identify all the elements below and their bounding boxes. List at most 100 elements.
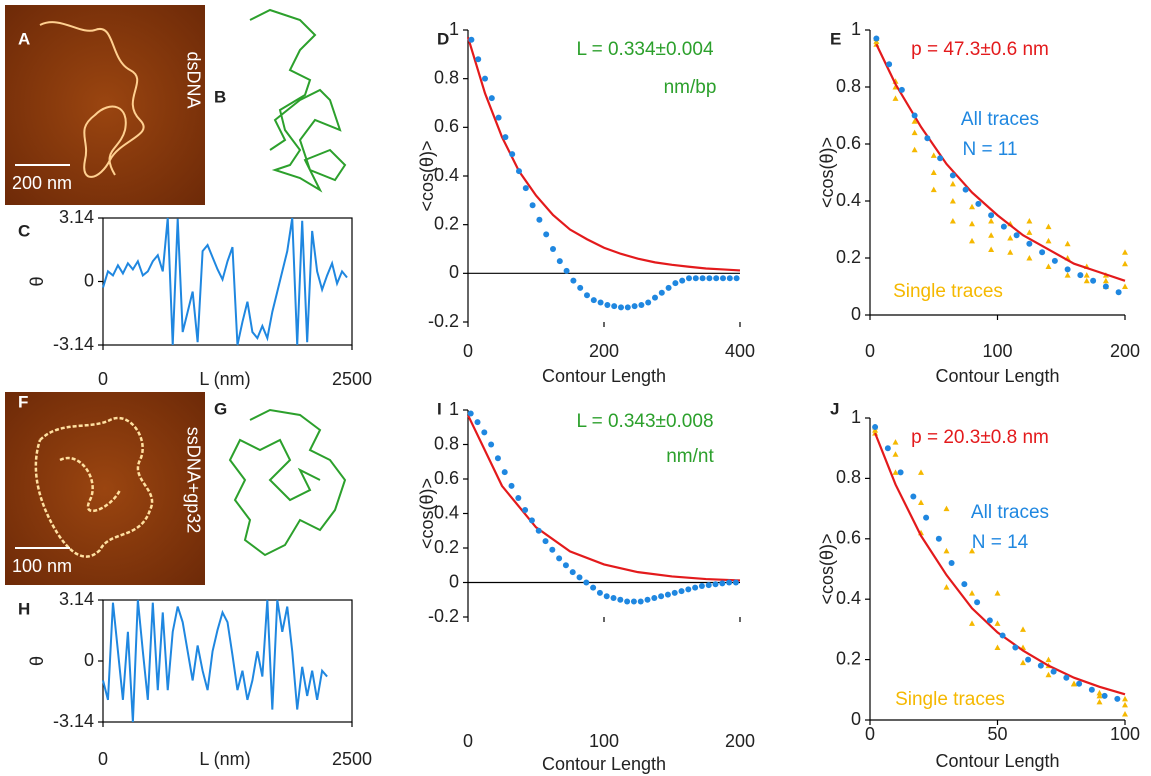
data-point xyxy=(1088,686,1095,693)
data-point xyxy=(550,246,556,252)
y-tick-label: 0.8 xyxy=(434,433,459,453)
data-point xyxy=(475,56,482,63)
triangle-point xyxy=(911,118,918,124)
panel-label: A xyxy=(18,29,30,48)
data-point xyxy=(638,301,645,308)
data-point xyxy=(536,216,543,223)
data-point xyxy=(495,114,502,121)
data-point xyxy=(611,303,618,310)
data-point xyxy=(726,275,733,282)
triangle-point xyxy=(943,547,950,554)
triangle-point xyxy=(1122,260,1128,267)
data-point xyxy=(1115,289,1122,296)
data-point xyxy=(999,632,1006,639)
afm-image-a xyxy=(5,5,205,205)
triangle-point xyxy=(1096,689,1103,696)
x-tick-label: 100 xyxy=(589,731,619,751)
data-point xyxy=(1039,249,1046,256)
trace-b xyxy=(249,8,347,193)
triangle-point xyxy=(969,590,975,596)
data-point xyxy=(726,579,733,586)
trace-g xyxy=(228,408,347,557)
triangle-point xyxy=(892,469,899,475)
y-tick-label: -3.14 xyxy=(53,711,94,731)
data-point xyxy=(645,299,652,306)
panel-label: D xyxy=(437,29,449,48)
y-tick-label: 1 xyxy=(851,407,861,427)
data-point xyxy=(872,424,879,431)
data-point xyxy=(562,562,569,569)
y-tick-label: -3.14 xyxy=(53,334,94,354)
data-point xyxy=(528,517,535,524)
data-point xyxy=(685,586,692,593)
data-point xyxy=(924,135,931,142)
triangle-point xyxy=(1064,272,1071,278)
panel-label: I xyxy=(437,399,442,418)
triangle-point xyxy=(949,217,956,224)
data-point xyxy=(664,591,671,598)
y-tick-label: 0 xyxy=(84,650,94,670)
triangle-point xyxy=(1020,659,1026,666)
data-point xyxy=(910,493,917,500)
data-point xyxy=(1076,680,1083,687)
data-point xyxy=(577,284,584,291)
y-tick-label: 0 xyxy=(84,270,94,290)
data-point xyxy=(543,231,550,238)
y-tick-label: -0.2 xyxy=(428,606,459,626)
panel-label: F xyxy=(18,392,28,411)
triangle-point xyxy=(918,469,924,475)
data-point xyxy=(590,584,597,591)
x-axis-label: Contour Length xyxy=(935,366,1059,386)
data-point xyxy=(732,579,739,586)
data-point xyxy=(569,569,576,576)
y-tick-label: 0.8 xyxy=(836,76,861,96)
data-point xyxy=(948,559,955,566)
triangle-point xyxy=(1007,249,1014,255)
data-point xyxy=(671,589,678,596)
triangle-point xyxy=(1007,235,1014,241)
triangle-point xyxy=(1102,277,1109,284)
triangle-point xyxy=(1026,255,1033,261)
x-tick-label: 0 xyxy=(463,341,473,361)
data-point xyxy=(706,275,713,282)
y-tick-label: 0.4 xyxy=(434,502,459,522)
data-point xyxy=(897,469,904,476)
triangle-point xyxy=(1045,656,1052,663)
triangle-point xyxy=(1045,223,1052,230)
data-point xyxy=(1051,257,1058,264)
triangle-point xyxy=(918,499,924,506)
triangle-point xyxy=(1026,217,1033,224)
data-point xyxy=(631,303,638,310)
y-axis-label: θ xyxy=(27,656,47,666)
scale-label: 100 nm xyxy=(12,556,72,576)
annotation: Single traces xyxy=(893,281,1003,302)
y-tick-label: 0.2 xyxy=(434,213,459,233)
data-point xyxy=(1077,272,1084,279)
data-point xyxy=(488,95,495,102)
x-tick-label: 0 xyxy=(865,724,875,744)
y-axis-label: <cos(θ)> xyxy=(417,140,437,211)
triangle-point xyxy=(911,129,918,136)
data-point xyxy=(501,469,508,476)
y-axis-label: <cos(θ)> xyxy=(817,533,837,604)
image-label: dsDNA xyxy=(183,51,203,108)
triangle-point xyxy=(892,95,899,101)
data-point xyxy=(962,186,969,193)
data-point xyxy=(482,75,488,82)
x-axis-label: Contour Length xyxy=(542,366,666,386)
x-tick-label: 200 xyxy=(589,341,619,361)
data-point xyxy=(630,598,637,605)
triangle-point xyxy=(892,451,899,457)
triangle-point xyxy=(988,217,995,224)
triangle-point xyxy=(1122,701,1128,708)
y-tick-label: 1 xyxy=(851,19,861,39)
y-tick-label: 3.14 xyxy=(59,589,94,609)
data-point xyxy=(975,200,982,207)
data-point xyxy=(733,275,740,282)
data-point xyxy=(624,598,631,605)
data-point xyxy=(624,304,631,311)
x-tick-label: 400 xyxy=(725,341,755,361)
y-tick-label: 0.6 xyxy=(836,133,861,153)
x-tick-label: 2500 xyxy=(332,369,372,389)
data-point xyxy=(590,297,597,304)
